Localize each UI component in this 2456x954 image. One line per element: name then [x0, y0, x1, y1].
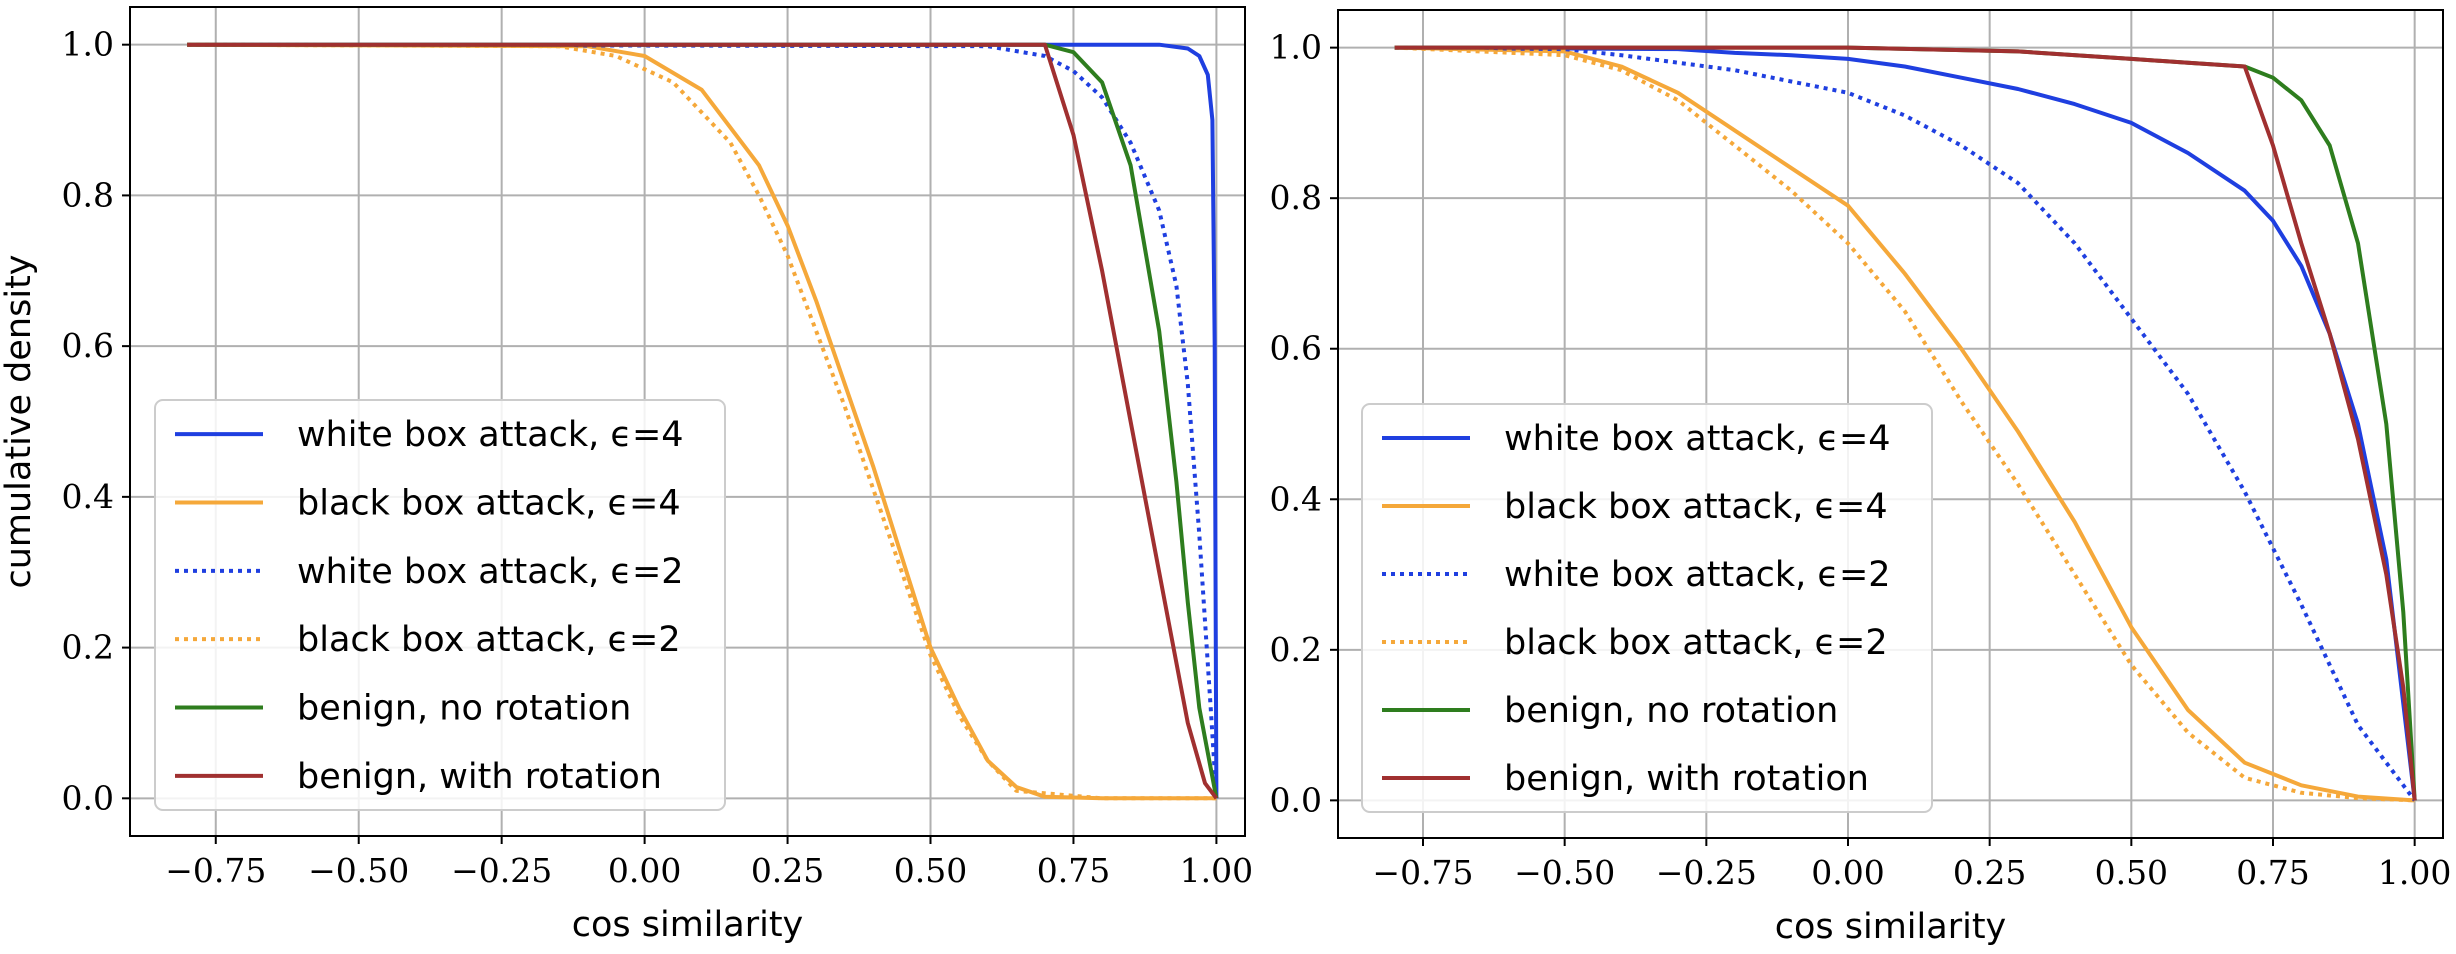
x-tick-label: −0.50 [1514, 853, 1615, 892]
x-tick-label: 0.50 [2095, 853, 2168, 892]
series-line-6 [1394, 45, 2417, 801]
legend-label-3: white box attack, ϵ=2 [1504, 555, 1891, 595]
y-tick-label: 0.2 [1270, 630, 1322, 669]
series-line-4 [187, 42, 1217, 801]
series-line-6 [187, 42, 1218, 800]
axes-frame [129, 6, 1246, 837]
x-tick-label: −0.75 [165, 851, 266, 890]
x-tick-label: 1.00 [2378, 853, 2451, 892]
series-line-5 [187, 42, 1219, 799]
y-tick-label: 0.4 [1270, 479, 1322, 518]
legend-box [154, 399, 726, 811]
series-line-1 [187, 42, 1219, 799]
series-line-2 [1394, 45, 2415, 803]
y-tick-label: 0.4 [62, 477, 114, 516]
legend: white box attack, ϵ=4 black box attack, ϵ… [1361, 403, 1933, 813]
legend-label-1: white box attack, ϵ=4 [297, 415, 684, 455]
chart-panel-2: −0.75 −0.50 −0.25 0.00 0.25 0.50 0.75 1.00 0.0 0.… [1270, 9, 2451, 947]
x-tick-label: 0.25 [751, 851, 824, 890]
legend-box [1361, 403, 1933, 813]
x-tick-label: 0.00 [608, 851, 681, 890]
legend-label-1: white box attack, ϵ=4 [1504, 419, 1891, 459]
x-tick-label: 1.00 [1180, 851, 1253, 890]
legend-label-6: benign, with rotation [297, 757, 662, 797]
legend-label-3: white box attack, ϵ=2 [297, 552, 684, 592]
y-tick-label: 0.6 [62, 326, 114, 365]
x-tick-label: −0.25 [451, 851, 552, 890]
y-tick-label: 0.8 [1270, 178, 1322, 217]
y-tick-label: 0.6 [1270, 329, 1322, 368]
x-tick-label: −0.50 [308, 851, 409, 890]
y-tick-label: 0.2 [62, 628, 114, 667]
x-tick-label: −0.25 [1656, 853, 1757, 892]
x-tick-label: 0.75 [2236, 853, 2309, 892]
x-tick-label: 0.00 [1811, 853, 1884, 892]
x-tick-label: 0.50 [894, 851, 967, 890]
legend-label-2: black box attack, ϵ=4 [1504, 487, 1888, 527]
series-line-4 [1394, 45, 2415, 803]
x-axis-label: cos similarity [1775, 907, 2007, 947]
x-tick-label: 0.25 [1953, 853, 2026, 892]
legend-label-4: black box attack, ϵ=2 [297, 620, 681, 660]
x-tick-label: 0.75 [1037, 851, 1110, 890]
legend: white box attack, ϵ=4 black box attack, ϵ… [154, 399, 726, 811]
x-tick-label: −0.75 [1372, 853, 1473, 892]
y-tick-label: 1.0 [62, 25, 114, 64]
y-tick-label: 0.8 [62, 175, 114, 214]
legend-label-6: benign, with rotation [1504, 759, 1869, 799]
y-tick-label: 0.0 [62, 778, 114, 817]
legend-label-5: benign, no rotation [1504, 691, 1838, 731]
x-axis-label: cos similarity [572, 905, 804, 945]
axes-frame [1337, 9, 2444, 839]
legend-label-2: black box attack, ϵ=4 [297, 484, 681, 524]
legend-label-4: black box attack, ϵ=2 [1504, 623, 1888, 663]
series-line-3 [187, 42, 1219, 799]
y-tick-label: 1.0 [1270, 28, 1322, 67]
chart-panel-1: −0.75 −0.50 −0.25 0.00 0.25 0.50 0.75 1.00 0.0 0.… [0, 6, 1253, 945]
y-axis-label: cumulative density [0, 254, 39, 588]
y-tick-label: 0.0 [1270, 780, 1322, 819]
legend-label-5: benign, no rotation [297, 689, 631, 729]
